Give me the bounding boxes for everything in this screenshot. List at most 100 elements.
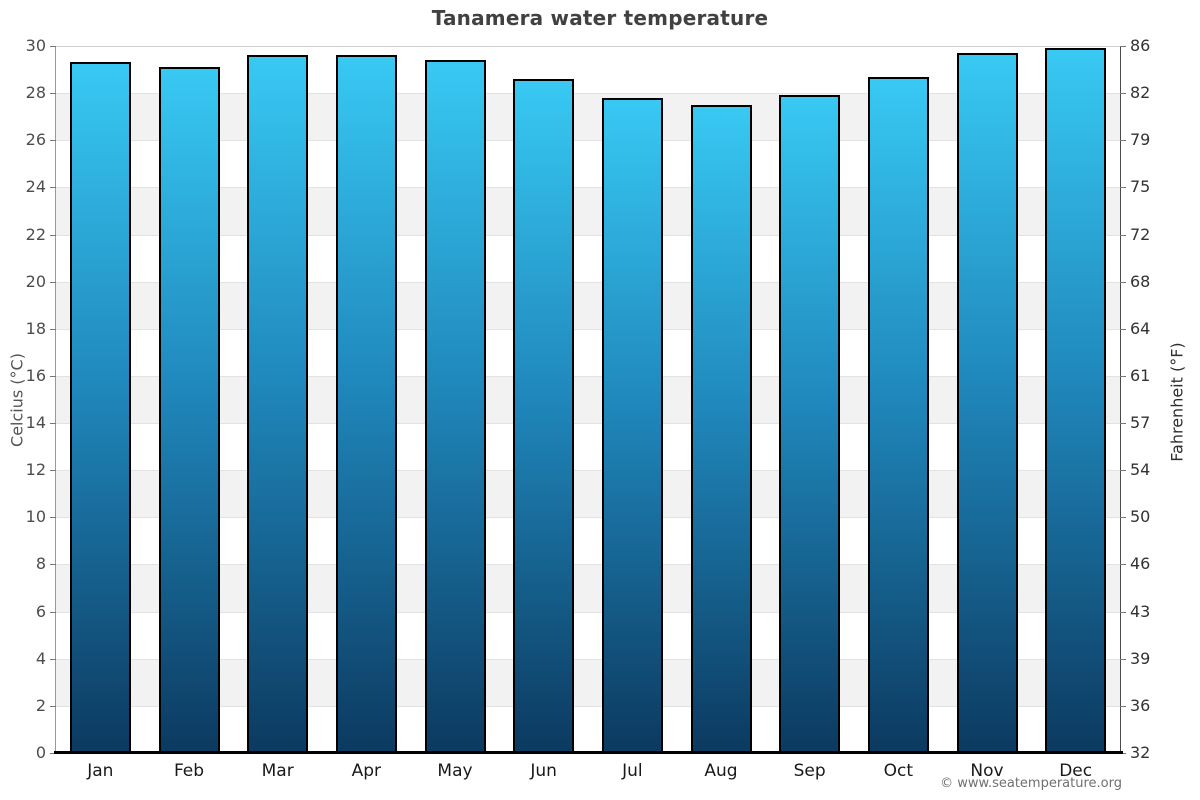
left-tick-mark xyxy=(50,517,56,519)
gridline xyxy=(56,517,1120,519)
y-left-tick-30: 30 xyxy=(25,36,46,55)
left-tick-mark xyxy=(50,423,56,425)
y-right-tick-72: 72 xyxy=(1130,224,1151,244)
y-left-tick-0: 0 xyxy=(35,743,46,762)
y-left-tick-2: 2 xyxy=(35,695,46,715)
left-tick-mark xyxy=(50,140,56,142)
y-left-tick-12: 12 xyxy=(25,460,46,480)
plot-band xyxy=(56,281,1120,329)
x-tick-may: May xyxy=(437,761,473,781)
x-tick-jul: Jul xyxy=(622,761,643,781)
y-left-tick-14: 14 xyxy=(25,413,46,433)
right-tick-mark xyxy=(1120,187,1126,189)
right-tick-mark xyxy=(1120,470,1126,472)
y-left-tick-20: 20 xyxy=(25,271,46,291)
bar-jul xyxy=(601,97,663,753)
bar-jun xyxy=(513,78,575,753)
x-tick-jan: Jan xyxy=(87,761,114,781)
left-axis-line xyxy=(55,46,56,753)
bar-feb xyxy=(158,67,220,753)
bar-dec xyxy=(1045,48,1107,753)
left-tick-mark xyxy=(50,281,56,283)
y-right-tick-36: 36 xyxy=(1130,695,1151,715)
bar-nov xyxy=(956,53,1018,753)
x-tick-feb: Feb xyxy=(173,761,205,781)
celsius-axis-title: Celcius (°C) xyxy=(7,353,27,447)
right-tick-mark xyxy=(1120,234,1126,236)
right-tick-mark xyxy=(1120,140,1126,142)
y-right-tick-79: 79 xyxy=(1130,130,1151,150)
y-left-tick-24: 24 xyxy=(25,177,46,197)
y-left-tick-10: 10 xyxy=(25,507,46,527)
copyright-text: © www.seatemperature.org xyxy=(940,776,1122,791)
bar-aug xyxy=(690,104,752,753)
left-tick-mark xyxy=(50,611,56,613)
x-tick-jun: Jun xyxy=(530,761,557,781)
right-tick-mark xyxy=(1120,564,1126,566)
gridline xyxy=(56,470,1120,472)
plot-band xyxy=(56,93,1120,141)
left-tick-mark xyxy=(50,753,56,754)
gridline xyxy=(56,46,1120,47)
gridline xyxy=(56,423,1120,425)
y-right-tick-46: 46 xyxy=(1130,554,1151,574)
right-tick-mark xyxy=(1120,328,1126,330)
gridline xyxy=(56,281,1120,283)
right-tick-mark xyxy=(1120,281,1126,283)
plot-band xyxy=(56,187,1120,235)
gridline xyxy=(56,375,1120,377)
y-right-tick-32: 32 xyxy=(1130,743,1151,762)
fahrenheit-axis-title: Fahrenheit (°F) xyxy=(1167,342,1187,462)
chart-title: Tanamera water temperature xyxy=(431,6,769,30)
left-tick-mark xyxy=(50,470,56,472)
y-right-tick-57: 57 xyxy=(1130,413,1151,433)
right-tick-mark xyxy=(1120,517,1126,519)
y-left-tick-16: 16 xyxy=(25,365,46,385)
left-tick-mark xyxy=(50,93,56,95)
bar-apr xyxy=(335,55,397,753)
y-right-tick-82: 82 xyxy=(1130,83,1151,103)
bar-sep xyxy=(779,95,841,753)
gridline xyxy=(56,564,1120,566)
right-tick-mark xyxy=(1120,658,1126,660)
right-tick-mark xyxy=(1120,423,1126,425)
gridline xyxy=(56,93,1120,95)
left-tick-mark xyxy=(50,234,56,236)
x-tick-oct: Oct xyxy=(883,761,914,781)
y-left-tick-26: 26 xyxy=(25,130,46,150)
gridline xyxy=(56,234,1120,236)
y-left-tick-22: 22 xyxy=(25,224,46,244)
x-tick-apr: Apr xyxy=(351,761,382,781)
plot-band xyxy=(56,705,1120,753)
y-right-tick-39: 39 xyxy=(1130,648,1151,668)
right-tick-mark xyxy=(1120,753,1126,754)
y-left-tick-6: 6 xyxy=(35,601,46,621)
y-left-tick-4: 4 xyxy=(35,648,46,668)
gridline xyxy=(56,658,1120,660)
y-right-tick-43: 43 xyxy=(1130,601,1151,621)
bar-oct xyxy=(867,76,929,753)
right-tick-mark xyxy=(1120,93,1126,95)
plot-band xyxy=(56,611,1120,659)
gridline xyxy=(56,705,1120,707)
plot-band xyxy=(56,46,1120,94)
gridline xyxy=(56,187,1120,189)
left-tick-mark xyxy=(50,705,56,707)
plot-band xyxy=(56,470,1120,518)
bar-jan xyxy=(69,62,131,753)
bottom-axis-line xyxy=(54,751,1123,754)
right-tick-mark xyxy=(1120,705,1126,707)
gridline xyxy=(56,611,1120,613)
y-right-tick-64: 64 xyxy=(1130,318,1151,338)
y-right-tick-54: 54 xyxy=(1130,460,1151,480)
y-right-tick-86: 86 xyxy=(1130,36,1151,55)
left-tick-mark xyxy=(50,187,56,189)
right-tick-mark xyxy=(1120,611,1126,613)
x-tick-dec: Dec xyxy=(1059,761,1093,781)
x-tick-aug: Aug xyxy=(704,761,738,781)
plot-band xyxy=(56,423,1120,471)
left-tick-mark xyxy=(50,564,56,566)
y-right-tick-50: 50 xyxy=(1130,507,1151,527)
y-left-tick-8: 8 xyxy=(35,554,46,574)
